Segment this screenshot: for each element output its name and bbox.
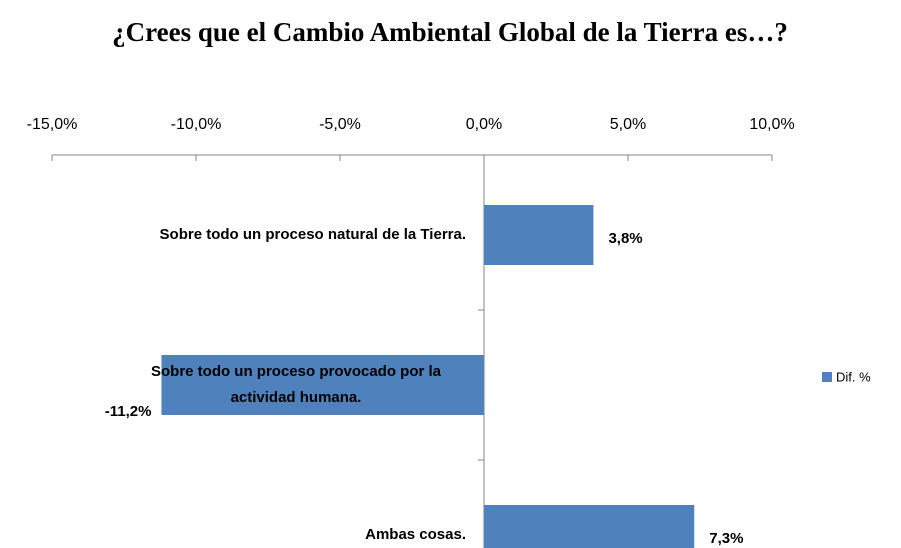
x-tick-label: 5,0% bbox=[610, 116, 646, 133]
x-tick-label: -5,0% bbox=[319, 116, 361, 133]
x-tick-label: -10,0% bbox=[171, 116, 222, 133]
data-label: -11,2% bbox=[105, 403, 152, 420]
y-tick-label: Sobre todo un proceso provocado por la a… bbox=[150, 363, 442, 406]
chart-title: ¿Crees que el Cambio Ambiental Global de… bbox=[112, 17, 788, 47]
y-tick-label: Ambas cosas. bbox=[365, 526, 466, 543]
x-tick-label: 10,0% bbox=[749, 116, 794, 133]
y-tick-label: Sobre todo un proceso natural de la Tier… bbox=[159, 226, 466, 243]
x-tick-label: -15,0% bbox=[27, 116, 78, 133]
data-label: 3,8% bbox=[608, 230, 642, 247]
bar bbox=[484, 505, 695, 548]
x-tick-label: 0,0% bbox=[466, 116, 502, 133]
legend-swatch bbox=[822, 372, 832, 382]
bar bbox=[161, 355, 484, 415]
bar bbox=[484, 205, 594, 265]
legend-label: Dif. % bbox=[836, 369, 871, 384]
data-label: 7,3% bbox=[709, 530, 743, 547]
